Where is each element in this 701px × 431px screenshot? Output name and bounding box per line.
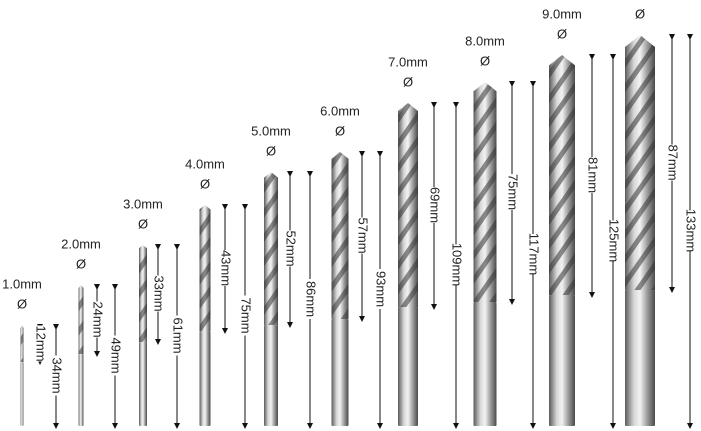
flute-length-label: 12mm bbox=[34, 325, 49, 361]
total-length-label: 125mm bbox=[607, 219, 622, 262]
drill-bit: 8.0mm Ø 75mm 117mm bbox=[465, 33, 542, 429]
total-length-label: 117mm bbox=[527, 233, 542, 275]
flute-length-label: 75mm bbox=[506, 174, 521, 210]
flute-length-label: 87mm bbox=[666, 144, 681, 180]
total-length-label: 133mm bbox=[684, 209, 699, 252]
drill-bit: 9.0mm Ø 81mm 125mm bbox=[542, 6, 622, 429]
bit-flute-spiral bbox=[20, 325, 24, 362]
drill-bit: 10.0mm Ø 87mm 133mm bbox=[617, 0, 699, 429]
diameter-symbol: Ø bbox=[557, 26, 567, 41]
diameter-symbol: Ø bbox=[266, 143, 276, 158]
diameter-label: 10.0mm bbox=[617, 0, 664, 1]
diameter-symbol: Ø bbox=[403, 74, 413, 89]
flute-length-label: 69mm bbox=[428, 187, 443, 223]
bit-shank bbox=[331, 319, 349, 426]
label-bg bbox=[664, 144, 680, 181]
bit-flute-spiral bbox=[549, 55, 575, 295]
bit-shank bbox=[264, 325, 278, 426]
label-bg bbox=[282, 230, 298, 267]
label-bg bbox=[169, 315, 185, 356]
total-length-label: 93mm bbox=[374, 271, 389, 307]
label-bg bbox=[48, 355, 64, 396]
total-length-label: 49mm bbox=[109, 337, 124, 373]
bit-flute-spiral bbox=[473, 82, 497, 302]
diameter-symbol: Ø bbox=[335, 123, 345, 138]
diameter-symbol: Ø bbox=[138, 216, 148, 231]
bit-flute-spiral bbox=[199, 205, 211, 331]
flute-length-label: 43mm bbox=[219, 250, 234, 286]
drill-bit: 5.0mm Ø 52mm 86mm bbox=[251, 123, 319, 429]
label-bg bbox=[605, 220, 621, 261]
bit-shank bbox=[549, 295, 575, 426]
label-bg bbox=[584, 157, 600, 193]
flute-length-label: 81mm bbox=[586, 157, 601, 193]
total-length-label: 61mm bbox=[171, 317, 186, 353]
diameter-symbol: Ø bbox=[635, 6, 645, 21]
total-length-label: 86mm bbox=[304, 281, 319, 317]
label-bg bbox=[525, 234, 541, 274]
diameter-label: 9.0mm bbox=[542, 6, 582, 21]
diameter-symbol: Ø bbox=[17, 296, 27, 311]
label-bg bbox=[448, 244, 464, 285]
drill-bit: 4.0mm Ø 43mm 75mm bbox=[185, 156, 254, 429]
bit-flute-spiral bbox=[78, 285, 84, 354]
label-bg bbox=[32, 325, 48, 362]
label-bg bbox=[302, 279, 318, 319]
label-bg bbox=[89, 301, 105, 338]
flute-length-label: 24mm bbox=[91, 301, 106, 337]
flute-length-label: 52mm bbox=[284, 230, 299, 266]
total-length-label: 34mm bbox=[50, 357, 65, 393]
diameter-label: 3.0mm bbox=[123, 196, 163, 211]
drill-bit: 3.0mm Ø 33mm 61mm bbox=[123, 196, 186, 429]
label-bg bbox=[217, 250, 233, 286]
diameter-label: 8.0mm bbox=[465, 33, 505, 48]
bit-flute-spiral bbox=[331, 152, 349, 319]
total-length-label: 75mm bbox=[239, 297, 254, 333]
diameter-label: 2.0mm bbox=[61, 236, 101, 251]
label-bg bbox=[682, 210, 698, 251]
flute-length-label: 33mm bbox=[152, 275, 167, 311]
total-length-label: 109mm bbox=[450, 243, 465, 286]
diameter-symbol: Ø bbox=[480, 53, 490, 68]
diameter-label: 1.0mm bbox=[2, 276, 42, 291]
label-bg bbox=[107, 335, 123, 376]
label-bg bbox=[237, 295, 253, 336]
bit-shank bbox=[473, 302, 497, 426]
bit-shank bbox=[139, 342, 147, 426]
diameter-label: 7.0mm bbox=[388, 54, 428, 69]
diameter-symbol: Ø bbox=[200, 176, 210, 191]
diameter-label: 5.0mm bbox=[251, 123, 291, 138]
label-bg bbox=[504, 174, 520, 210]
bit-flute-spiral bbox=[139, 245, 147, 342]
label-bg bbox=[150, 275, 166, 312]
diameter-label: 6.0mm bbox=[320, 103, 360, 118]
diameter-symbol: Ø bbox=[76, 256, 86, 271]
drill-bit: 6.0mm Ø 57mm 93mm bbox=[320, 103, 389, 429]
bit-shank bbox=[78, 354, 84, 426]
label-bg bbox=[426, 187, 442, 223]
drill-bit: 7.0mm Ø 69mm 109mm bbox=[388, 54, 465, 429]
bit-flute-spiral bbox=[264, 172, 278, 325]
bit-shank bbox=[199, 331, 211, 426]
bit-shank bbox=[20, 362, 24, 426]
bit-flute-spiral bbox=[398, 103, 418, 307]
bit-shank bbox=[398, 307, 418, 426]
diameter-label: 4.0mm bbox=[185, 156, 225, 171]
flute-length-label: 57mm bbox=[356, 217, 371, 253]
label-bg bbox=[372, 269, 388, 309]
label-bg bbox=[354, 217, 370, 254]
bit-shank bbox=[625, 290, 655, 426]
bit-flute-spiral bbox=[625, 35, 655, 290]
